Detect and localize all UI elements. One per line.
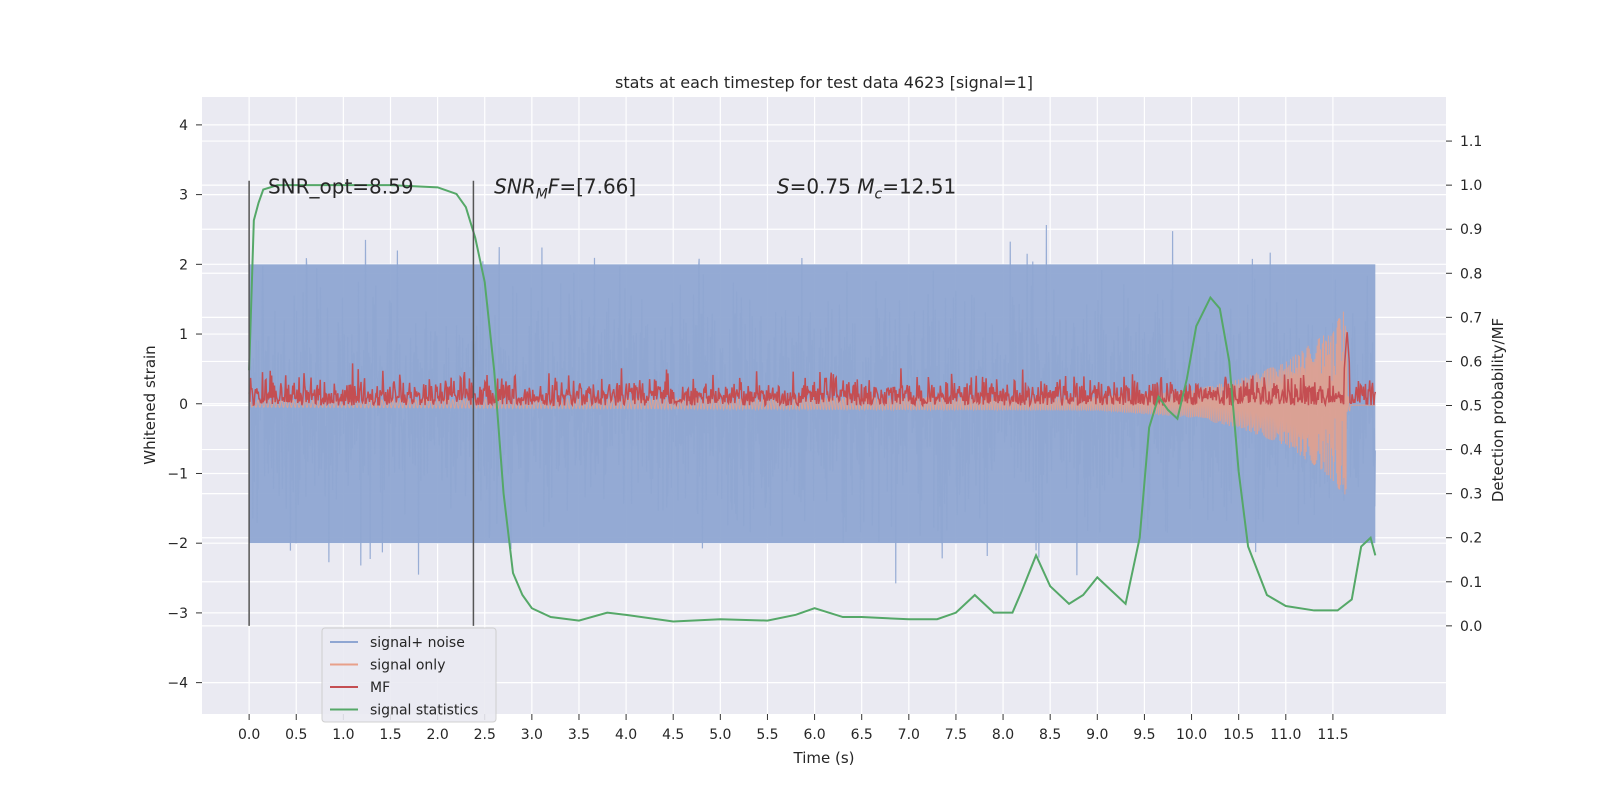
spin-value: =0.75 [790, 175, 858, 199]
x-tick-label: 4.0 [615, 727, 637, 743]
y-right-tick-label: 1.0 [1460, 178, 1482, 194]
data-layer [248, 180, 1377, 626]
y-right-tick-label: 0.8 [1460, 266, 1482, 282]
x-tick-label: 2.5 [474, 727, 496, 743]
y-right-tick-label: 0.3 [1460, 487, 1482, 503]
x-tick-label: 7.0 [898, 727, 920, 743]
y-left-axis-label: Whitened strain [141, 345, 159, 464]
x-tick-label: 11.5 [1317, 727, 1348, 743]
y-left-tick-label: −2 [167, 536, 188, 552]
snr-mf-subscript: M [536, 187, 548, 203]
x-tick-label: 6.0 [803, 727, 825, 743]
snr-opt-annotation: SNR_opt=8.59 [268, 175, 414, 199]
x-axis-label: Time (s) [793, 749, 855, 767]
y-left-tick-label: −1 [167, 466, 188, 482]
legend: signal+ noise signal only MF signal statist… [321, 627, 497, 723]
y-right-tick-label: 0.7 [1460, 310, 1482, 326]
y-right-tick-label: 0.5 [1460, 399, 1482, 415]
snr-mf-main: SNR [494, 175, 536, 199]
x-tick-label: 10.0 [1176, 727, 1207, 743]
y-right-tick-label: 0.2 [1460, 531, 1482, 547]
legend-entry: signal statistics [370, 703, 478, 719]
legend-entry: signal+ noise [370, 635, 465, 651]
signal-noise-line [248, 224, 1376, 584]
spin-symbol: S [777, 175, 790, 199]
y-left-tick-label: 4 [179, 118, 188, 134]
chirp-mass-subscript: c [875, 187, 883, 203]
y-right-tick-label: 0.1 [1460, 575, 1482, 591]
y-left-tick-label: 3 [179, 188, 188, 204]
y-right-tick-label: 0.9 [1460, 222, 1482, 238]
snr-mf-value: =[7.66] [559, 175, 636, 199]
annotations: SNR_opt=8.59 SNRMF=[7.66] S=0.75 Mc=12.51 [268, 175, 956, 203]
x-tick-label: 3.0 [521, 727, 543, 743]
y-left-tick-label: 1 [179, 327, 188, 343]
mf-line [248, 332, 1377, 408]
x-tick-label: 1.5 [379, 727, 401, 743]
x-tick-label: 5.0 [709, 727, 731, 743]
x-tick-label: 4.5 [662, 727, 684, 743]
y-left-tick-label: −4 [167, 676, 188, 692]
chirp-mass-symbol: M [857, 175, 874, 199]
x-tick-label: 9.5 [1133, 727, 1155, 743]
legend-entry: MF [370, 680, 390, 696]
y-left-tick-label: −3 [167, 606, 188, 622]
chirp-mass-value: =12.51 [882, 175, 956, 199]
y-right-tick-label: 0.4 [1460, 443, 1482, 459]
y-right-tick-label: 1.1 [1460, 134, 1482, 150]
x-tick-label: 6.5 [851, 727, 873, 743]
x-tick-label: 5.5 [756, 727, 778, 743]
x-tick-label: 8.5 [1039, 727, 1061, 743]
y-left-tick-label: 0 [179, 397, 188, 413]
x-tick-label: 10.5 [1223, 727, 1254, 743]
x-tick-label: 9.0 [1086, 727, 1108, 743]
y-right-axis-label: Detection probability/MF [1489, 318, 1507, 502]
snr-mf-annotation: SNRMF=[7.66] [494, 175, 636, 203]
y-right-tick-label: 0.6 [1460, 354, 1482, 370]
signal-statistics-line [248, 184, 1377, 623]
x-tick-label: 1.0 [332, 727, 354, 743]
x-tick-label: 2.0 [426, 727, 448, 743]
x-tick-label: 3.5 [568, 727, 590, 743]
ticks: 0.0 0.5 1.0 1.5 2.0 2.5 3.0 3.5 4.0 4.5 5.0 5.5 6.0 6… [167, 118, 1482, 743]
legend-box [321, 627, 497, 723]
y-right-tick-label: 0.0 [1460, 619, 1482, 635]
snr-mf-tail: F [548, 175, 560, 199]
legend-entry: signal only [370, 658, 445, 674]
x-tick-label: 8.0 [992, 727, 1014, 743]
x-tick-label: 0.5 [285, 727, 307, 743]
chart-title: stats at each timestep for test data 462… [615, 73, 1033, 92]
x-tick-label: 0.0 [238, 727, 260, 743]
x-tick-label: 7.5 [945, 727, 967, 743]
y-left-tick-label: 2 [179, 257, 188, 273]
x-tick-label: 11.0 [1270, 727, 1301, 743]
spin-mass-annotation: S=0.75 Mc=12.51 [777, 175, 956, 203]
